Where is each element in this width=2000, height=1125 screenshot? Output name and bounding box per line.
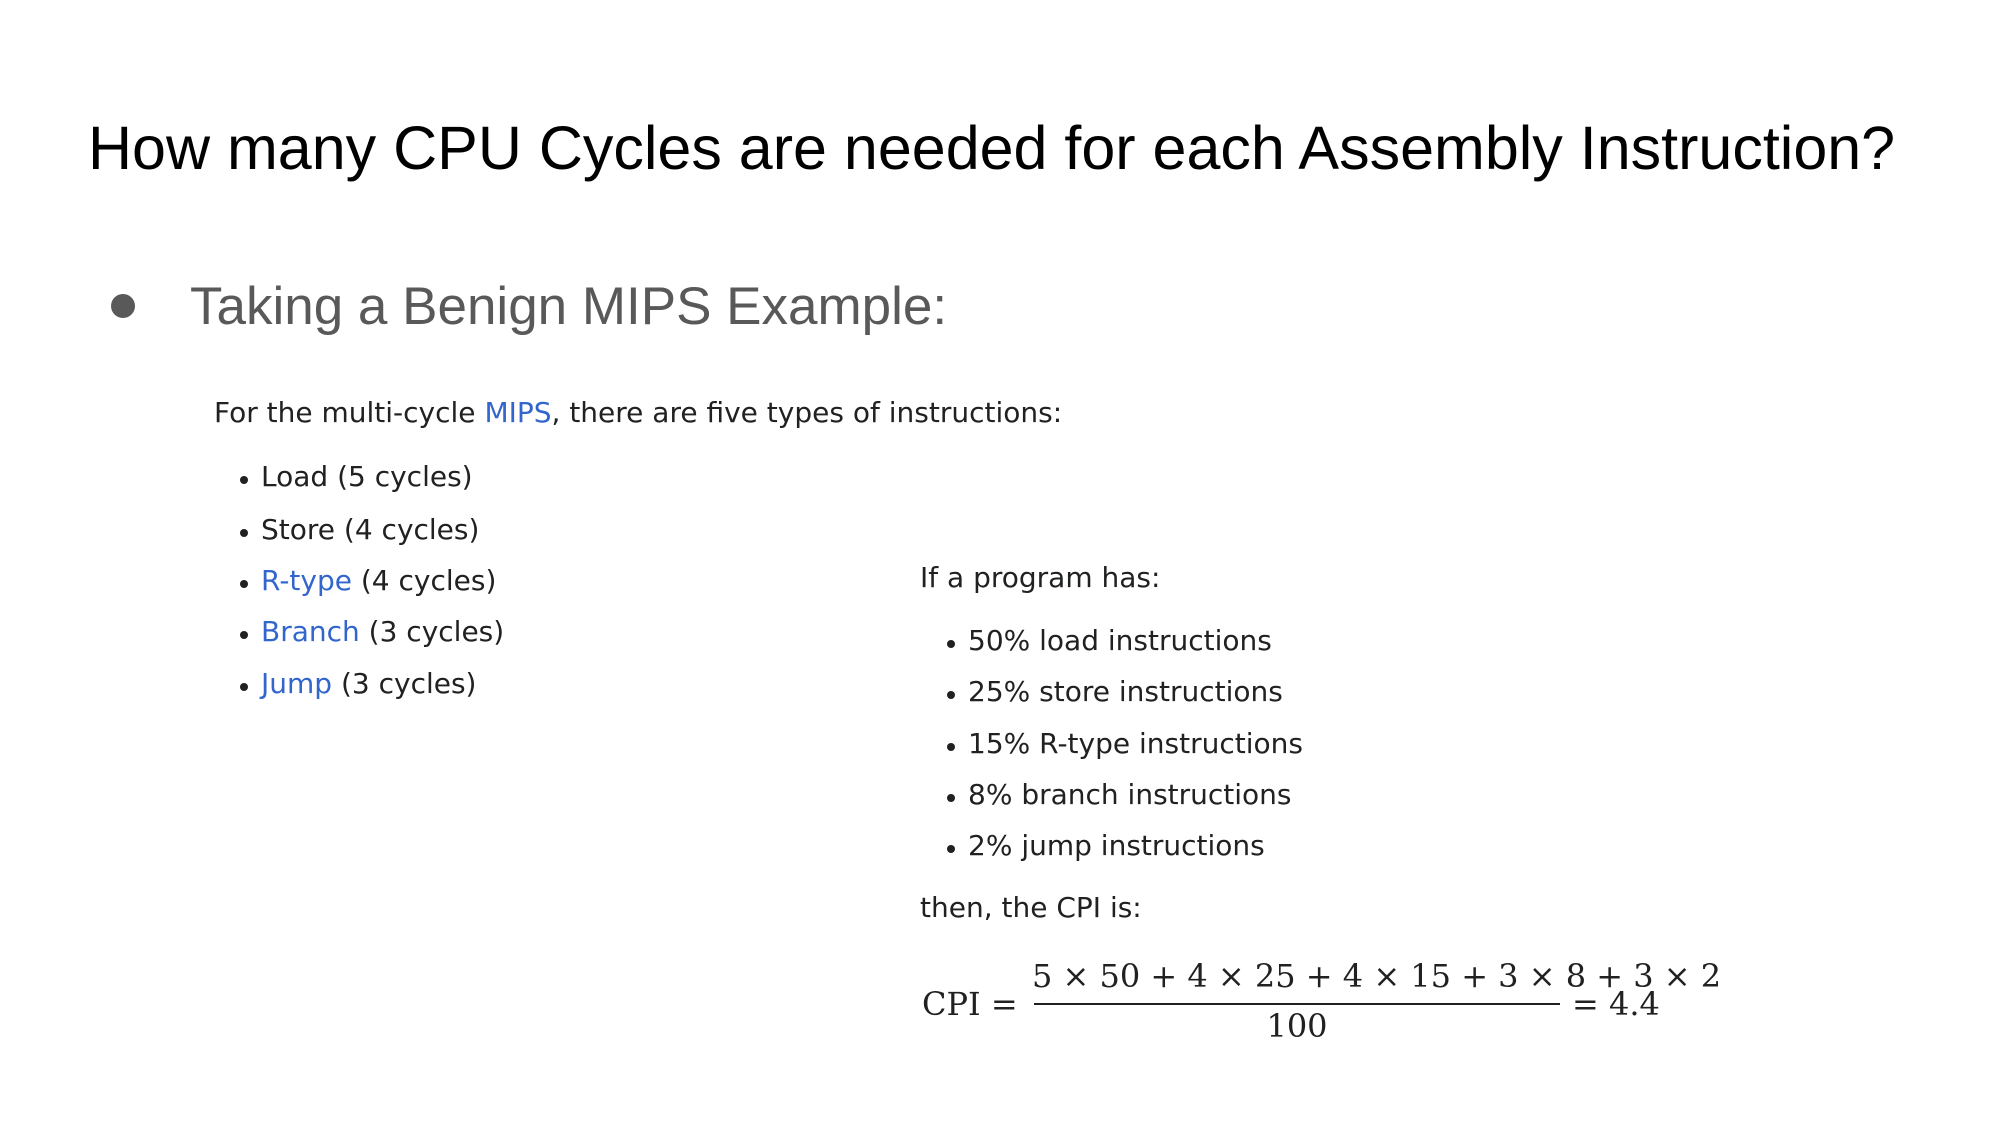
load-label: Load (5 cycles): [261, 460, 473, 493]
excerpt-intro: For the multi-cycle MIPS, there are five…: [214, 399, 1062, 427]
rtype-cycles: (4 cycles): [351, 564, 497, 597]
instruction-type-load: Load (5 cycles): [240, 460, 473, 493]
intro-text-before: For the multi-cycle: [214, 396, 485, 429]
jump-link[interactable]: Jump: [261, 667, 333, 700]
slide-title: How many CPU Cycles are needed for each …: [88, 114, 1896, 182]
instruction-type-jump: Jump (3 cycles): [239, 667, 477, 700]
then-cpi-text: then, the CPI is:: [920, 891, 1142, 924]
formula-denominator: 100: [1266, 1007, 1328, 1045]
formula-result: = 4.4: [1572, 985, 1660, 1023]
fraction-bar: [1034, 1003, 1560, 1005]
formula-lhs: CPI =: [922, 985, 1018, 1023]
mips-link[interactable]: MIPS: [484, 396, 552, 429]
jump-cycles: (3 cycles): [332, 667, 477, 700]
instruction-type-branch: Branch (3 cycles): [239, 615, 505, 648]
branch-link[interactable]: Branch: [261, 615, 360, 648]
instruction-type-store: Store (4 cycles): [239, 513, 480, 546]
bullet-dot-icon: [111, 294, 135, 318]
mix-item-jump: 2% jump instructions: [947, 829, 1265, 862]
store-label: Store (4 cycles): [261, 513, 480, 546]
intro-text-after: , there are five types of instructions:: [551, 396, 1063, 429]
mix-item-rtype: 15% R-type instructions: [947, 727, 1303, 760]
mix-item-store: 25% store instructions: [947, 675, 1283, 708]
mix-item-load: 50% load instructions: [947, 624, 1272, 657]
bullet-text: Taking a Benign MIPS Example:: [190, 277, 948, 336]
cpi-formula: CPI = 5 × 50 + 4 × 25 + 4 × 15 + 3 × 8 +…: [922, 958, 1732, 1048]
formula-numerator: 5 × 50 + 4 × 25 + 4 × 15 + 3 × 8 + 3 × 2: [1032, 957, 1722, 995]
mix-item-branch: 8% branch instructions: [947, 778, 1292, 811]
rtype-link[interactable]: R-type: [261, 564, 352, 597]
branch-cycles: (3 cycles): [359, 615, 505, 648]
program-intro: If a program has:: [920, 561, 1161, 594]
instruction-type-rtype: R-type (4 cycles): [239, 564, 497, 597]
